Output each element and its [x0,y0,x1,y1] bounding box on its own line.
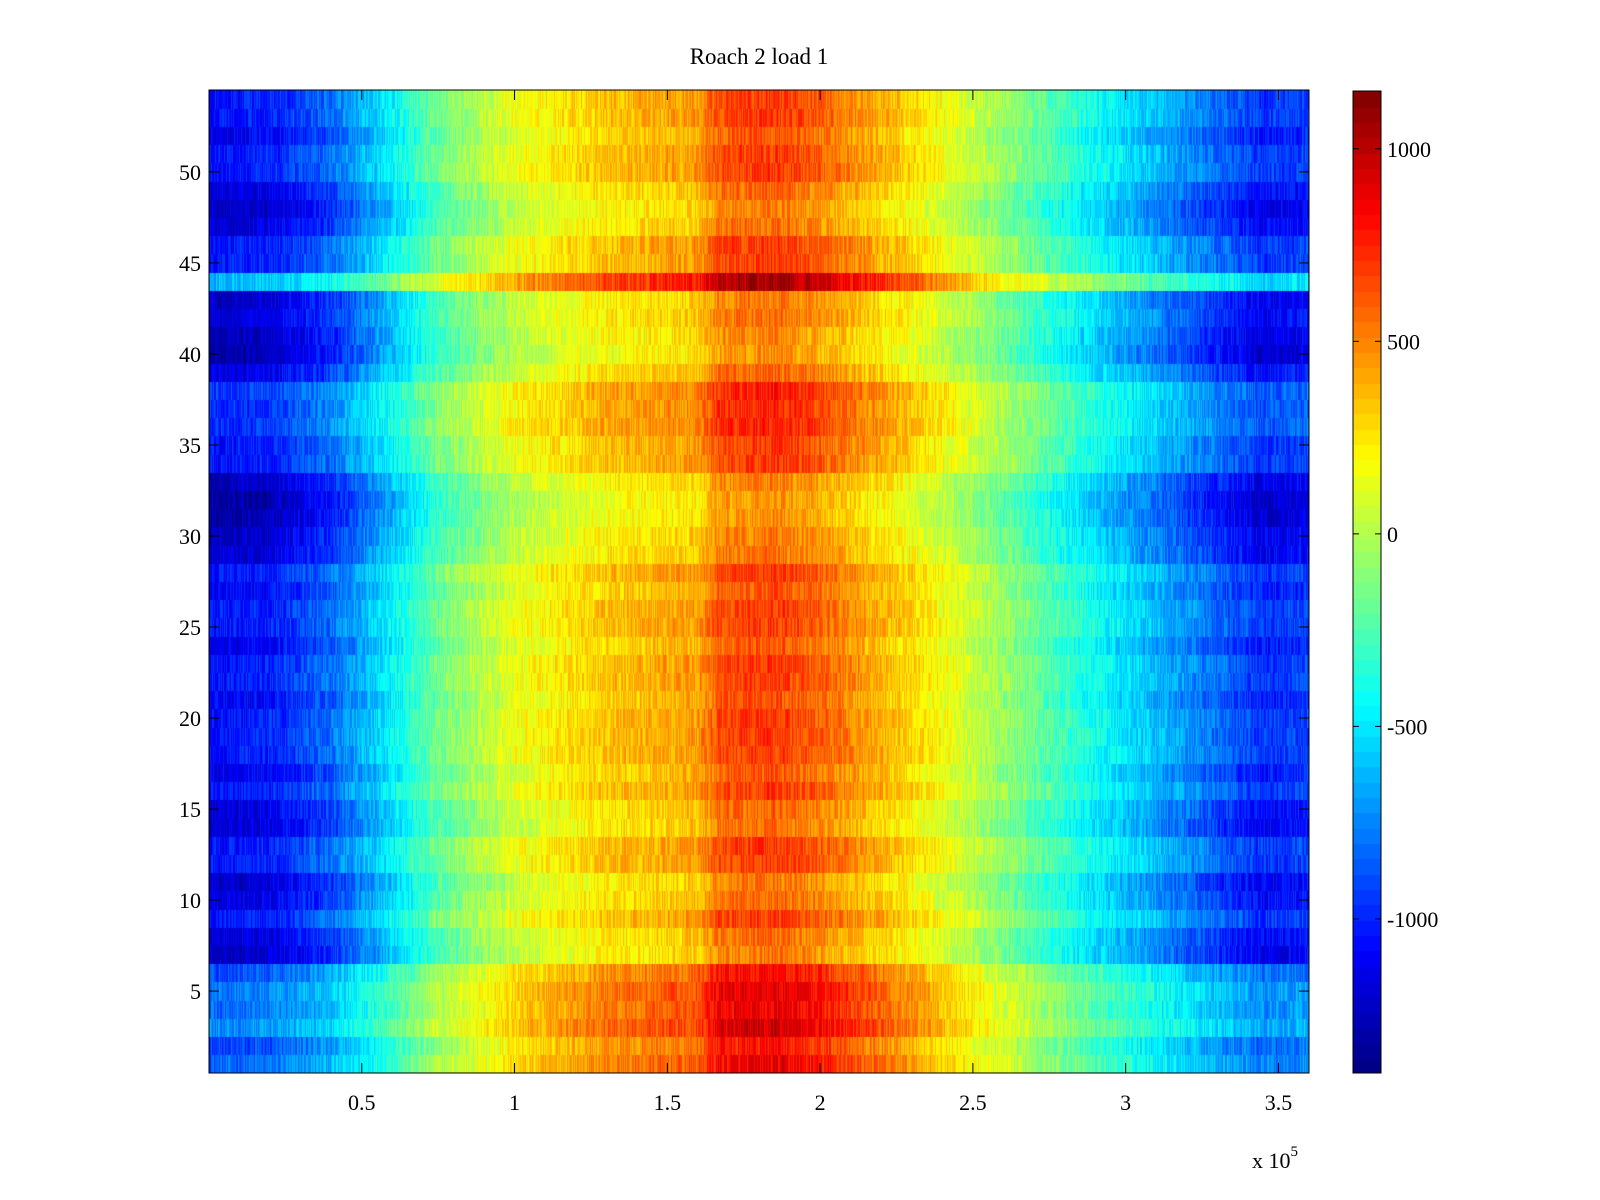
colorbar-gradient [1353,91,1381,1073]
x-axis-ticks: 0.5 1 1.5 2 2.5 3 3.5 [348,90,1292,1115]
y-tick-label: 15 [179,797,201,822]
x-tick-label: 0.5 [348,1090,376,1115]
y-tick-label: 10 [179,888,201,913]
x-tick-label: 2.5 [959,1090,987,1115]
y-tick-label: 20 [179,706,201,731]
x-tick-label: 2 [815,1090,826,1115]
y-tick-label: 40 [179,342,201,367]
y-tick-label: 30 [179,524,201,549]
colorbar-frame [1352,90,1382,1074]
colorbar-tick-label: 0 [1387,522,1398,547]
x-tick-label: 1 [509,1090,520,1115]
heatmap-image [209,90,1309,1073]
plot-frame [208,89,1310,1074]
chart-title: Roach 2 load 1 [690,44,829,69]
colorbar-tick-label: 500 [1387,329,1420,354]
y-tick-label: 45 [179,251,201,276]
x-tick-label: 3.5 [1265,1090,1293,1115]
colorbar-tick-label: -1000 [1387,907,1438,932]
x-multiplier-base: x 10 [1252,1148,1291,1173]
y-tick-label: 25 [179,615,201,640]
y-tick-label: 35 [179,433,201,458]
x-tick-label: 3 [1120,1090,1131,1115]
colorbar-tick-label: 1000 [1387,137,1431,162]
colorbar-ticks: -1000 -500 0 500 1000 [1353,137,1438,932]
y-axis-ticks: 5 10 15 20 25 30 35 40 45 50 [179,160,1309,1004]
y-tick-label: 50 [179,160,201,185]
x-tick-label: 1.5 [654,1090,682,1115]
y-tick-label: 5 [190,979,201,1004]
x-multiplier-label: x 105 [1252,1144,1298,1173]
colorbar-tick-label: -500 [1387,714,1427,739]
x-multiplier-exponent: 5 [1291,1144,1299,1160]
